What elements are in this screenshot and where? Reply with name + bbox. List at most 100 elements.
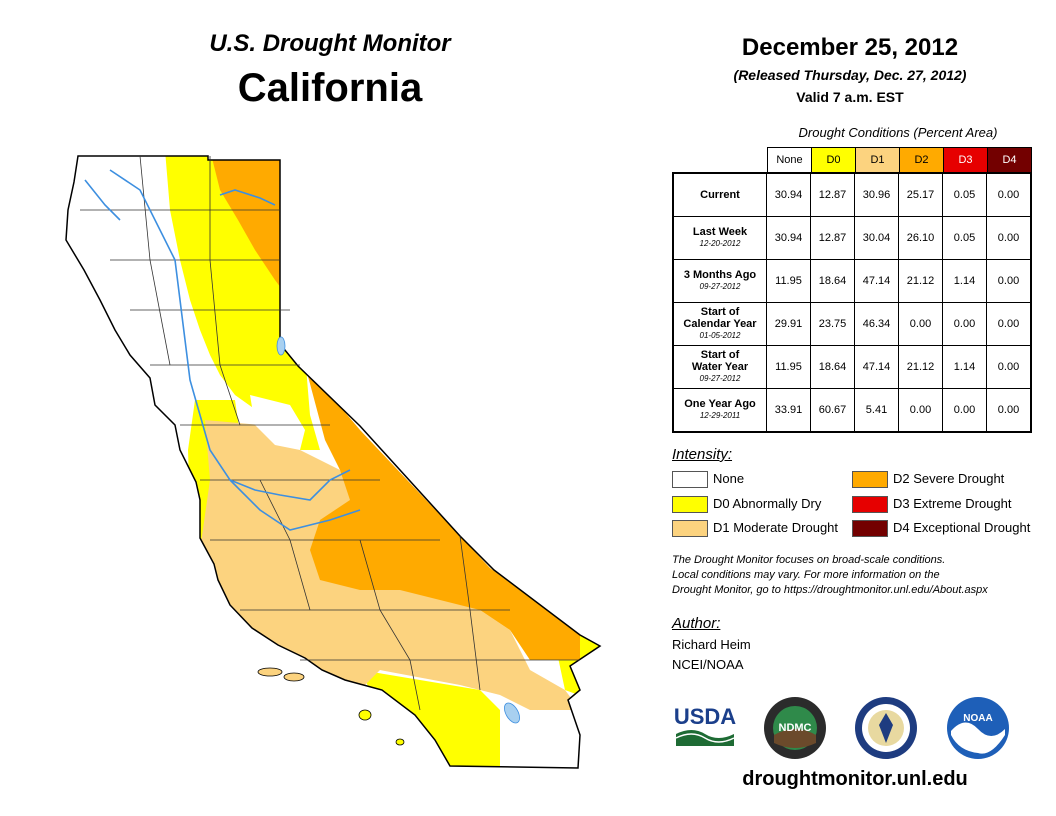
table-cell: 0.05 — [942, 172, 987, 217]
table-cell: 0.00 — [986, 259, 1032, 303]
table-cell: 30.94 — [766, 172, 811, 217]
usda-logo-text: USDA — [674, 704, 736, 729]
table-cell: 47.14 — [854, 345, 899, 389]
table-cell: 30.94 — [766, 216, 811, 260]
table-cell: 0.00 — [986, 345, 1032, 389]
conditions-title: Drought Conditions (Percent Area) — [798, 125, 998, 140]
table-row: One Year Ago 12-29-2011 33.91 60.67 5.41 0.00… — [672, 388, 1032, 433]
column-header-d0: D0 — [811, 147, 856, 173]
table-row: Start of Calendar Year 01-05-2012 29.91 23.7… — [672, 302, 1032, 346]
california-drought-map — [65, 155, 602, 769]
table-cell: 1.14 — [942, 345, 987, 389]
legend-item: D4 Exceptional Drought — [852, 520, 1030, 538]
table-cell: 23.75 — [810, 302, 855, 346]
monitor-title: U.S. Drought Monitor — [209, 30, 451, 57]
row-label: One Year Ago 12-29-2011 — [672, 388, 767, 433]
row-label: Current — [672, 172, 767, 217]
legend-label: D3 Extreme Drought — [893, 496, 1012, 511]
legend-swatch — [672, 520, 708, 538]
table-cell: 1.14 — [942, 259, 987, 303]
note-line-1: The Drought Monitor focuses on broad-sca… — [672, 554, 946, 566]
table-cell: 26.10 — [898, 216, 943, 260]
table-cell: 60.67 — [810, 388, 855, 433]
table-cell: 0.00 — [942, 388, 987, 433]
channel-islands — [257, 667, 405, 746]
none-region-central — [250, 395, 305, 450]
table-cell: 21.12 — [898, 345, 943, 389]
legend-title: Intensity: — [672, 446, 733, 463]
author-name: Richard Heim — [672, 637, 751, 652]
table-cell: 0.00 — [898, 388, 943, 433]
table-cell: 30.96 — [854, 172, 899, 217]
row-label-line2: Calendar Year — [683, 318, 757, 330]
table-cell: 25.17 — [898, 172, 943, 217]
map-date: December 25, 2012 — [741, 34, 959, 61]
table-cell: 29.91 — [766, 302, 811, 346]
table-row: Start of Water Year 09-27-2012 11.95 18.64 47… — [672, 345, 1032, 389]
legend-item: None — [672, 471, 744, 489]
rivers — [84, 169, 361, 531]
table-row: 3 Months Ago 09-27-2012 11.95 18.64 47.14 21.… — [672, 259, 1032, 303]
legend-item: D3 Extreme Drought — [852, 496, 1012, 514]
legend-swatch — [852, 496, 888, 514]
noaa-logo-text: NOAA — [963, 713, 992, 724]
legend-swatch — [852, 471, 888, 489]
row-label: 3 Months Ago 09-27-2012 — [672, 259, 767, 303]
d2-region-northeast — [210, 156, 290, 300]
table-cell: 46.34 — [854, 302, 899, 346]
table-row: Last Week 12-20-2012 30.94 12.87 30.04 26.10 0… — [672, 216, 1032, 260]
row-label-line1: Start of — [700, 306, 740, 318]
table-cell: 0.00 — [986, 216, 1032, 260]
table-cell: 47.14 — [854, 259, 899, 303]
legend-label: D2 Severe Drought — [893, 471, 1005, 486]
table-cell: 33.91 — [766, 388, 811, 433]
state-title: California — [237, 66, 423, 110]
ndmc-logo-text: NDMC — [779, 722, 812, 734]
table-cell: 18.64 — [810, 345, 855, 389]
table-cell: 0.00 — [898, 302, 943, 346]
note-line-3: Drought Monitor, go to https://droughtmo… — [672, 584, 988, 596]
row-label: Start of Calendar Year 01-05-2012 — [672, 302, 767, 346]
salton-sea — [504, 702, 520, 724]
info-note: The Drought Monitor focuses on broad-sca… — [672, 553, 1052, 598]
lake-tahoe — [276, 336, 286, 356]
valid-time: Valid 7 a.m. EST — [796, 89, 904, 105]
commerce-logo — [855, 697, 917, 759]
d0-region-northeast — [165, 156, 320, 450]
legend-item: D1 Moderate Drought — [672, 520, 839, 538]
legend-label: D1 Moderate Drought — [713, 520, 839, 535]
table-cell: 12.87 — [810, 216, 855, 260]
legend-swatch — [672, 496, 708, 514]
column-header-none: None — [767, 147, 812, 173]
table-cell: 12.87 — [810, 172, 855, 217]
table-cell: 11.95 — [766, 345, 811, 389]
table-cell: 0.05 — [942, 216, 987, 260]
d0-region-south-coast — [360, 670, 500, 768]
usda-logo: USDA — [674, 704, 736, 746]
table-cell: 30.04 — [854, 216, 899, 260]
table-row: Current 30.94 12.87 30.96 25.17 0.05 0.00 — [672, 172, 1032, 217]
table-cell: 0.00 — [986, 388, 1032, 433]
row-date: 12-20-2012 — [699, 239, 741, 248]
author-org: NCEI/NOAA — [672, 657, 744, 672]
conditions-table: Current 30.94 12.87 30.96 25.17 0.05 0.00 Last … — [672, 172, 1032, 433]
row-label: Start of Water Year 09-27-2012 — [672, 345, 767, 389]
row-label-line1: Current — [700, 189, 740, 201]
row-label-line1: Start of — [700, 349, 740, 361]
table-cell: 0.00 — [986, 302, 1032, 346]
table-header: None D0 D1 D2 D3 D4 — [767, 147, 1032, 173]
table-cell: 21.12 — [898, 259, 943, 303]
row-label-line1: One Year Ago — [684, 398, 756, 410]
table-cell: 11.95 — [766, 259, 811, 303]
ndmc-logo: NDMC — [764, 697, 826, 759]
column-header-d2: D2 — [899, 147, 944, 173]
release-date: (Released Thursday, Dec. 27, 2012) — [733, 67, 967, 83]
row-date: 09-27-2012 — [699, 374, 741, 383]
row-label-line1: 3 Months Ago — [683, 269, 757, 281]
column-header-d4: D4 — [987, 147, 1032, 173]
legend-item: D0 Abnormally Dry — [672, 496, 821, 514]
column-header-d3: D3 — [943, 147, 988, 173]
legend-swatch — [852, 520, 888, 538]
noaa-logo: NOAA — [947, 697, 1009, 759]
website-link[interactable]: droughtmonitor.unl.edu — [742, 768, 968, 790]
